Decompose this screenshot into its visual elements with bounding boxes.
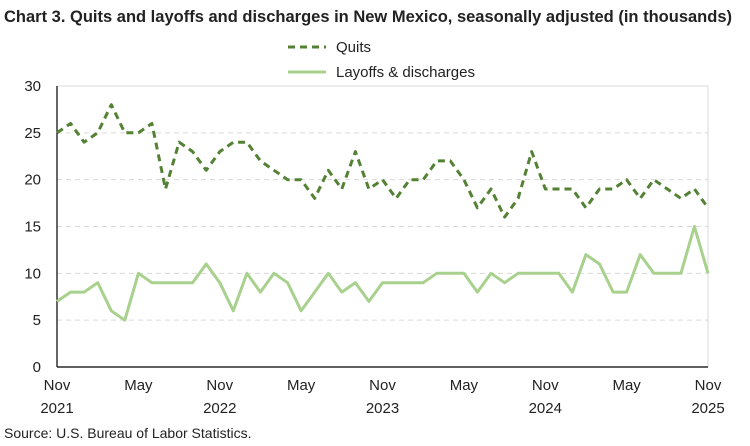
y-tick-label: 20: [24, 172, 41, 189]
x-tick-label: May: [124, 377, 153, 394]
y-tick-label: 5: [33, 312, 41, 329]
y-tick-label: 10: [24, 265, 41, 282]
x-tick-label: Nov: [206, 377, 233, 394]
chart-title: Chart 3. Quits and layoffs and discharge…: [4, 8, 732, 26]
x-tick-year-label: 2024: [529, 400, 562, 417]
x-tick-year-label: 2021: [40, 400, 73, 417]
x-tick-label: Nov: [369, 377, 396, 394]
legend-label: Layoffs & discharges: [336, 64, 475, 81]
series-line-quits: [56, 103, 710, 219]
y-tick-label: 0: [33, 359, 41, 376]
x-tick-label: Nov: [44, 377, 71, 394]
source-note: Source: U.S. Bureau of Labor Statistics.: [4, 425, 252, 441]
x-tick-label: Nov: [695, 377, 722, 394]
x-tick-year-label: 2023: [366, 400, 399, 417]
y-tick-label: 15: [24, 219, 41, 236]
x-tick-label: May: [450, 377, 479, 394]
y-tick-label: 30: [24, 78, 41, 95]
y-tick-label: 25: [24, 125, 41, 142]
x-tick-label: Nov: [532, 377, 559, 394]
x-tick-label: May: [287, 377, 316, 394]
x-tick-year-label: 2025: [691, 400, 724, 417]
x-tick-label: May: [612, 377, 641, 394]
legend-label: Quits: [336, 39, 371, 56]
x-tick-year-label: 2022: [203, 400, 236, 417]
